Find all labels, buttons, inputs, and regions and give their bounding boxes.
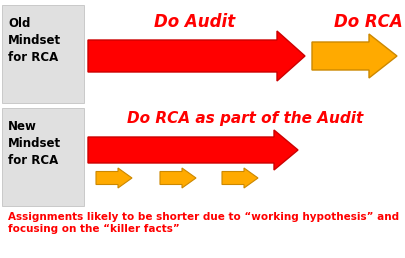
- Text: Assignments likely to be shorter due to “working hypothesis” and
focusing on the: Assignments likely to be shorter due to …: [8, 212, 399, 233]
- Text: Do RCA: Do RCA: [334, 13, 403, 31]
- Bar: [2, 5, 84, 103]
- Text: Do RCA as part of the Audit: Do RCA as part of the Audit: [127, 110, 363, 125]
- Bar: [2, 108, 84, 206]
- FancyArrow shape: [312, 34, 397, 78]
- Text: Do Audit: Do Audit: [154, 13, 236, 31]
- FancyArrow shape: [160, 168, 196, 188]
- FancyArrow shape: [222, 168, 258, 188]
- Text: Old
Mindset
for RCA: Old Mindset for RCA: [8, 17, 61, 64]
- FancyArrow shape: [88, 130, 298, 170]
- FancyArrow shape: [96, 168, 132, 188]
- FancyArrow shape: [88, 31, 305, 81]
- Text: New
Mindset
for RCA: New Mindset for RCA: [8, 120, 61, 167]
